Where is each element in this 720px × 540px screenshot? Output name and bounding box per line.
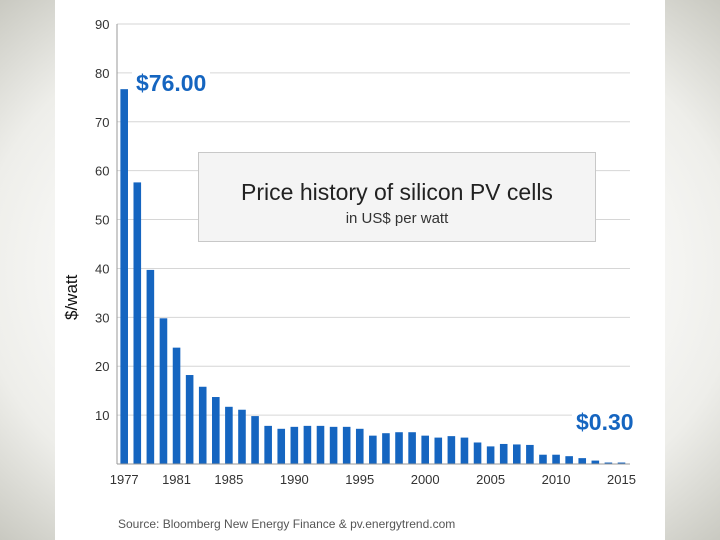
y-tick-label-40: 40 [95,261,109,276]
x-tick-label-2015: 2015 [607,472,636,487]
bar-2010 [552,454,560,464]
bar-2009 [539,454,547,464]
y-tick-label-60: 60 [95,164,109,179]
bar-1985 [225,406,233,464]
bar-2014 [604,462,613,464]
bar-1992 [316,425,325,464]
y-tick-label-70: 70 [95,115,109,130]
bar-2011 [565,456,573,464]
bar-1979 [146,269,155,464]
bar-1987 [251,416,259,464]
bar-1978 [133,182,142,464]
bar-1980 [159,318,168,464]
bar-1999 [408,432,416,464]
bar-1998 [395,432,403,464]
x-tick-label-1985: 1985 [214,472,243,487]
bar-2007 [513,444,521,464]
y-tick-label-50: 50 [95,213,109,228]
bar-2000 [421,435,429,464]
x-tick-label-2000: 2000 [411,472,440,487]
annotation-start-price: $76.00 [132,70,211,97]
bar-1981 [172,347,181,464]
bar-1991 [303,425,312,464]
x-tick-labels: 1977 1981 1985 1990 1995 2000 2005 2010 2015 [110,472,636,487]
bar-1977 [120,89,128,465]
y-tick-label-90: 90 [95,17,109,32]
x-tick-label-2010: 2010 [542,472,571,487]
x-tick-label-1995: 1995 [345,472,374,487]
source-note: Source: Bloomberg New Energy Finance & p… [118,517,456,531]
bar-1982 [185,375,194,464]
bar-2006 [499,443,508,464]
bar-2003 [460,437,469,464]
bar-2015 [617,462,626,464]
y-tick-label-80: 80 [95,66,109,81]
y-tick-label-20: 20 [95,359,109,374]
bar-2012 [578,458,587,464]
x-tick-label-2005: 2005 [476,472,505,487]
x-tick-label-1977: 1977 [110,472,139,487]
bar-1994 [342,426,351,464]
bar-2004 [473,442,482,464]
bar-layer [120,89,626,465]
chart-title-box: Price history of silicon PV cells in US$… [198,152,596,242]
x-tick-label-1981: 1981 [162,472,191,487]
bar-1993 [329,426,338,464]
y-tick-label-30: 30 [95,310,109,325]
axis-layer [116,24,630,465]
chart-subtitle: in US$ per watt [345,210,449,227]
bar-2005 [486,446,495,464]
bar-1989 [277,428,286,464]
bar-1990 [290,426,299,464]
bar-1984 [212,397,220,464]
bar-1988 [264,425,272,464]
bar-2002 [447,436,456,464]
bar-1986 [238,409,246,464]
bar-1996 [369,435,377,464]
y-axis-label: $/watt [62,274,81,320]
x-tick-label-1990: 1990 [280,472,309,487]
y-tick-label-10: 10 [95,408,109,423]
chart-title: Price history of silicon PV cells [241,179,553,205]
bar-2001 [434,437,443,464]
bar-1983 [198,386,207,464]
y-tick-labels: 10 20 30 40 50 60 70 80 90 [95,17,109,423]
bar-1995 [355,428,364,464]
bar-2013 [591,460,600,464]
bar-2008 [526,444,534,464]
annotation-end-price: $0.30 [572,409,638,436]
bar-1997 [382,433,390,464]
